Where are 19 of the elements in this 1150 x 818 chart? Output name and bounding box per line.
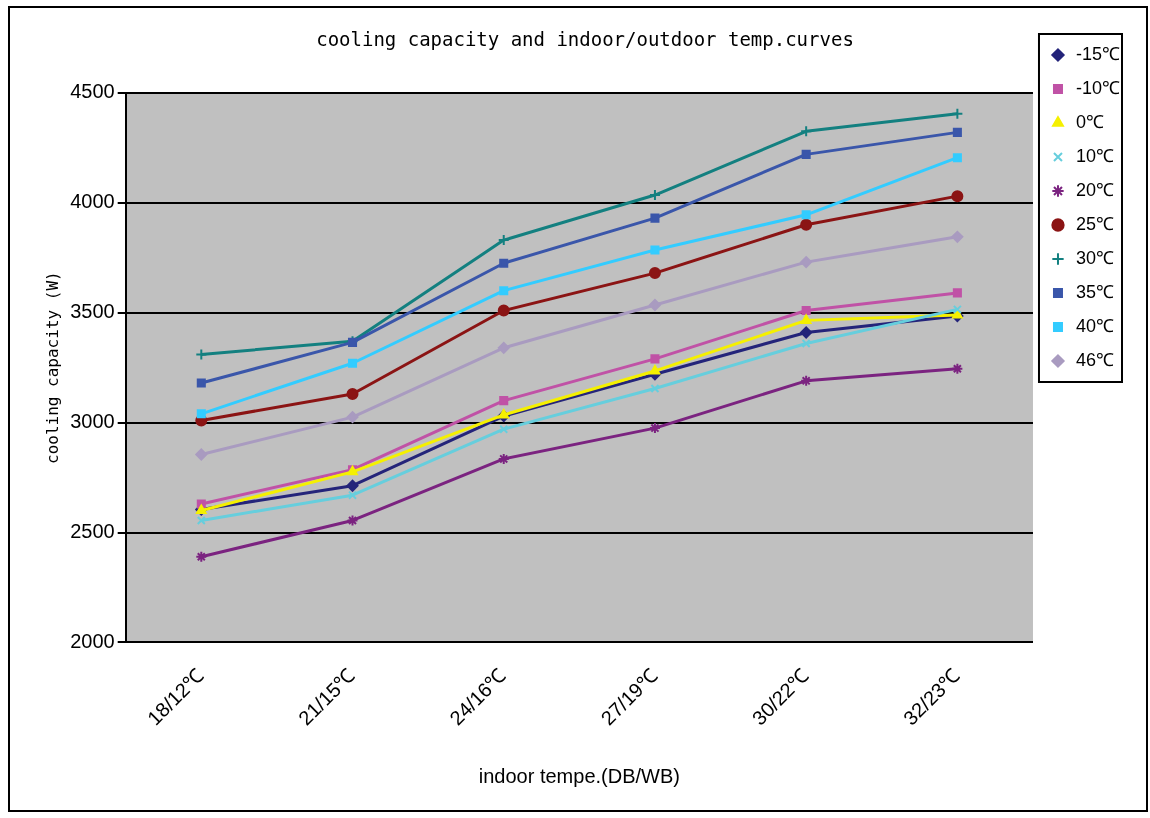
legend-label: 35℃ [1075, 281, 1115, 302]
y-tick-label: 3500 [70, 300, 115, 323]
legend-label: 25℃ [1075, 213, 1115, 234]
y-tick-label: 4500 [70, 80, 115, 103]
legend-label: 0℃ [1075, 111, 1104, 132]
y-axis-title: cooling capacity (W) [42, 271, 62, 464]
x-axis-title: indoor tempe.(DB/WB) [478, 764, 680, 787]
legend-label: 46℃ [1075, 349, 1115, 370]
legend-label: -15℃ [1075, 43, 1120, 64]
y-tick-label: 3000 [70, 410, 115, 433]
y-tick-label: 2000 [70, 630, 115, 653]
legend-label: 20℃ [1075, 179, 1115, 200]
y-tick-label: 2500 [70, 520, 115, 543]
legend-label: 30℃ [1075, 247, 1115, 268]
legend-label: 40℃ [1075, 315, 1115, 336]
y-tick-label: 4000 [70, 190, 115, 213]
legend-label: 10℃ [1075, 145, 1115, 166]
chart-title: cooling capacity and indoor/outdoor temp.curves [316, 28, 854, 51]
legend-label: -10℃ [1075, 77, 1120, 98]
